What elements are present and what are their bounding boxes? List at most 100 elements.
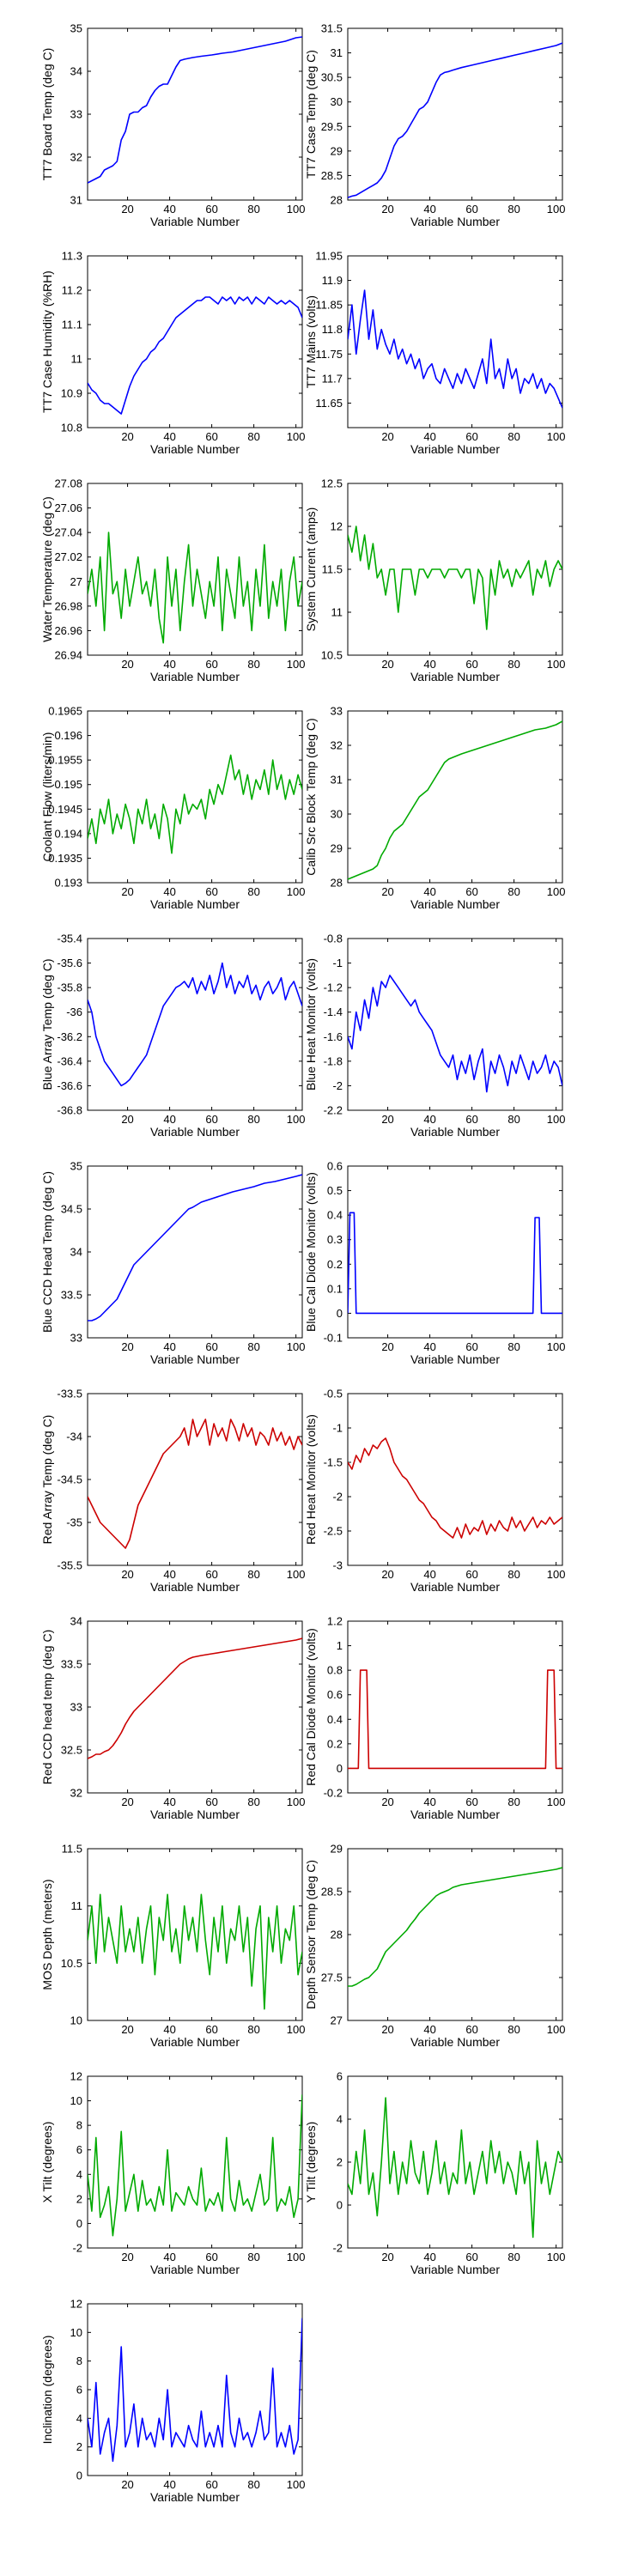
x-tick-label: 60 xyxy=(465,1340,477,1353)
y-tick-label: 33.5 xyxy=(61,1289,82,1302)
chart-panel: 20 40 60 80 100 33 33.5 34 34.5 35 Variable Number… xyxy=(40,1160,305,1367)
y-axis-label: Blue CCD Head Temp (deg C) xyxy=(40,1171,54,1333)
series-line xyxy=(88,754,302,854)
series-line xyxy=(88,2094,302,2237)
y-tick-label: 2 xyxy=(337,2156,343,2169)
chart-panel: 20 40 60 80 100 -36.8 -36.6 -36.4 -36.2 -36 -35.8 -… xyxy=(40,933,305,1139)
y-tick-label: -2.2 xyxy=(324,1104,343,1117)
x-axis-label: Variable Number xyxy=(410,897,500,911)
series-line xyxy=(88,1174,302,1321)
y-tick-label: 11.9 xyxy=(322,274,343,287)
x-tick-label: 40 xyxy=(423,1113,435,1126)
y-tick-label: 26.96 xyxy=(54,624,82,637)
y-axis-label: Calib Src Block Temp (deg C) xyxy=(304,718,318,875)
chart-panel: 20 40 60 80 100 -35.5 -35 -34.5 -34 -33.5 Variable… xyxy=(40,1388,305,1595)
y-tick-label: -35.5 xyxy=(57,1559,82,1572)
x-axis-label: Variable Number xyxy=(410,670,500,683)
x-tick-label: 20 xyxy=(381,1340,393,1353)
x-tick-label: 60 xyxy=(205,2023,217,2036)
y-tick-label: 33 xyxy=(70,108,82,121)
y-tick-label: -36.6 xyxy=(57,1079,82,1092)
y-tick-label: 0.3 xyxy=(327,1233,343,1246)
x-tick-label: 60 xyxy=(205,2251,217,2263)
y-tick-label: 32 xyxy=(331,739,343,752)
x-axis-label: Variable Number xyxy=(150,215,240,228)
y-tick-label: 32.5 xyxy=(61,1744,82,1757)
x-tick-label: 40 xyxy=(163,2478,175,2491)
y-tick-label: 10 xyxy=(70,2094,82,2107)
x-tick-label: 80 xyxy=(247,1113,259,1126)
series-line xyxy=(348,975,562,1093)
x-tick-label: 40 xyxy=(163,2023,175,2036)
y-tick-label: 1.2 xyxy=(327,1615,343,1628)
y-tick-label: -2.5 xyxy=(324,1525,343,1538)
plot-area xyxy=(87,2303,303,2476)
y-axis-label: Inclination (degrees) xyxy=(40,2336,54,2445)
x-tick-label: 100 xyxy=(547,658,566,671)
chart-panel: 20 40 60 80 100 10.8 10.9 11 11.1 11.2 11.3 Variabl… xyxy=(40,250,305,457)
y-tick-label: 34 xyxy=(70,1246,82,1259)
y-tick-label: 6 xyxy=(337,2070,343,2083)
chart-panel: 20 40 60 80 100 10 10.5 11 11.5 Variable Number MO… xyxy=(40,1843,305,2050)
x-tick-label: 40 xyxy=(163,430,175,443)
plot-area xyxy=(347,27,563,201)
y-tick-label: 33 xyxy=(331,705,343,718)
x-tick-label: 20 xyxy=(381,1568,393,1581)
y-tick-label: 10.5 xyxy=(321,649,343,662)
y-tick-label: 31 xyxy=(331,774,343,787)
y-axis-label: Coolant Flow (liters/min) xyxy=(40,732,54,862)
series-line xyxy=(88,36,302,184)
x-tick-label: 60 xyxy=(205,1568,217,1581)
y-tick-label: -36 xyxy=(66,1005,82,1018)
y-tick-label: 0.6 xyxy=(327,1160,343,1173)
x-tick-label: 40 xyxy=(423,658,435,671)
plot-area xyxy=(347,710,563,884)
plot-area xyxy=(347,1620,563,1794)
x-tick-label: 20 xyxy=(121,1795,133,1808)
y-axis-label: Water Temperature (deg C) xyxy=(40,496,54,642)
x-tick-label: 100 xyxy=(287,1568,306,1581)
x-tick-label: 60 xyxy=(465,885,477,898)
plot-area xyxy=(347,938,563,1111)
x-tick-label: 100 xyxy=(287,430,306,443)
y-tick-label: 32 xyxy=(70,151,82,164)
x-tick-label: 100 xyxy=(287,885,306,898)
y-tick-label: 31 xyxy=(70,194,82,207)
y-tick-label: 2 xyxy=(76,2192,82,2205)
x-tick-label: 100 xyxy=(547,1340,566,1353)
y-axis-label: System Current (amps) xyxy=(304,507,318,632)
y-axis-label: Blue Array Temp (deg C) xyxy=(40,958,54,1090)
y-tick-label: 27.5 xyxy=(321,1971,343,1984)
y-tick-label: 11.95 xyxy=(315,250,343,263)
plot-area xyxy=(87,710,303,884)
chart-panel: 20 40 60 80 100 -0.1 0 0.1 0.2 0.3 0.4 0.5 0.6 Variab… xyxy=(304,1160,565,1367)
x-tick-label: 60 xyxy=(205,1113,217,1126)
x-tick-label: 40 xyxy=(163,2251,175,2263)
y-tick-label: -36.4 xyxy=(57,1054,82,1067)
y-tick-label: 11.2 xyxy=(62,284,82,297)
x-tick-label: 80 xyxy=(247,2478,259,2491)
y-tick-label: -34 xyxy=(66,1431,82,1443)
x-tick-label: 20 xyxy=(121,1113,133,1126)
y-tick-label: 10.8 xyxy=(61,422,82,434)
x-tick-label: 80 xyxy=(247,430,259,443)
x-tick-label: 20 xyxy=(381,658,393,671)
x-tick-label: 80 xyxy=(247,2251,259,2263)
y-tick-label: 10 xyxy=(70,2014,82,2027)
plot-area xyxy=(87,1620,303,1794)
x-tick-label: 80 xyxy=(247,1340,259,1353)
plot-area xyxy=(347,2075,563,2249)
y-tick-label: 11.5 xyxy=(62,1843,82,1856)
x-tick-label: 60 xyxy=(465,430,477,443)
y-tick-label: 35 xyxy=(70,1160,82,1173)
x-tick-label: 60 xyxy=(465,2251,477,2263)
y-tick-label: 27.06 xyxy=(54,501,82,514)
x-tick-label: 20 xyxy=(121,2478,133,2491)
x-tick-label: 20 xyxy=(121,658,133,671)
chart-panel: 20 40 60 80 100 32 32.5 33 33.5 34 Variable Number… xyxy=(40,1615,305,1822)
x-tick-label: 60 xyxy=(205,1340,217,1353)
y-tick-label: 2 xyxy=(76,2440,82,2453)
y-tick-label: 0.5 xyxy=(327,1184,343,1197)
x-tick-label: 60 xyxy=(465,2023,477,2036)
